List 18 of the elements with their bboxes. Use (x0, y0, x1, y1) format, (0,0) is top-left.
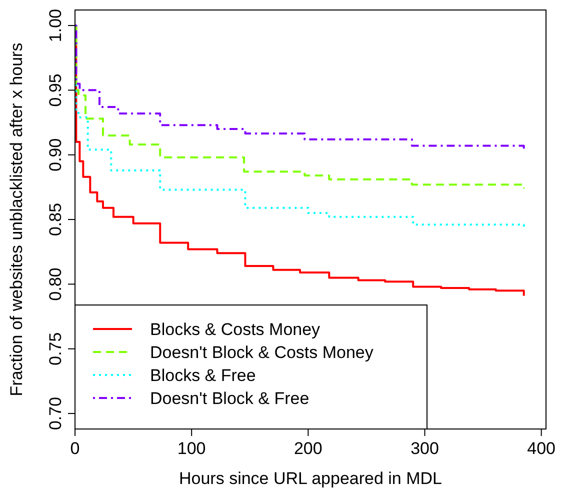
x-axis-title: Hours since URL appeared in MDL (179, 469, 442, 488)
legend-label: Doesn't Block & Free (150, 389, 310, 408)
legend-label: Doesn't Block & Costs Money (150, 343, 374, 362)
x-tick-label: 400 (527, 439, 556, 458)
legend-label: Blocks & Costs Money (150, 320, 321, 339)
y-tick-label: 0.80 (46, 268, 65, 301)
y-tick-label: 1.00 (46, 8, 65, 42)
y-axis-title: Fraction of websites unblacklisted after x hours (7, 42, 26, 396)
y-tick-label: 0.85 (46, 202, 65, 236)
y-tick-label: 0.90 (46, 138, 65, 172)
legend-label: Blocks & Free (150, 366, 256, 385)
y-tick-label: 0.70 (46, 396, 65, 430)
x-tick-label: 300 (410, 439, 439, 458)
x-tick-label: 0 (70, 439, 80, 458)
y-tick-label: 0.75 (46, 332, 65, 366)
x-tick-label: 100 (177, 439, 206, 458)
x-tick-label: 200 (294, 439, 322, 458)
y-tick-label: 0.95 (46, 74, 65, 107)
